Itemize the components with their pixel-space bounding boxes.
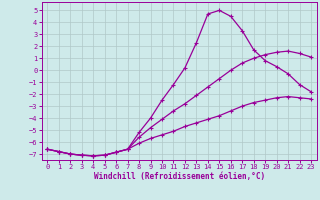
X-axis label: Windchill (Refroidissement éolien,°C): Windchill (Refroidissement éolien,°C) bbox=[94, 172, 265, 181]
